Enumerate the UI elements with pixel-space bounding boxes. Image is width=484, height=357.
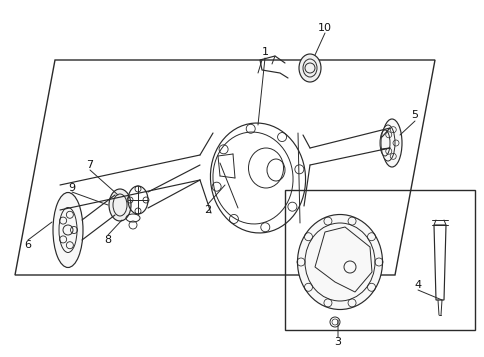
Ellipse shape — [304, 223, 374, 301]
Bar — [285, 190, 474, 330]
Text: 4: 4 — [414, 280, 421, 290]
Ellipse shape — [59, 207, 77, 252]
Text: 3: 3 — [334, 337, 341, 347]
Text: 8: 8 — [104, 235, 111, 245]
Ellipse shape — [380, 125, 394, 161]
Text: 2: 2 — [204, 205, 211, 215]
Ellipse shape — [298, 54, 320, 82]
Text: 9: 9 — [68, 183, 76, 193]
Ellipse shape — [297, 215, 382, 310]
Ellipse shape — [53, 192, 83, 267]
Text: 1: 1 — [261, 47, 268, 57]
Text: 10: 10 — [318, 23, 332, 33]
Text: 5: 5 — [410, 110, 418, 120]
Ellipse shape — [109, 189, 131, 221]
Ellipse shape — [381, 119, 401, 167]
Text: 7: 7 — [86, 160, 93, 170]
Text: 6: 6 — [25, 240, 31, 250]
